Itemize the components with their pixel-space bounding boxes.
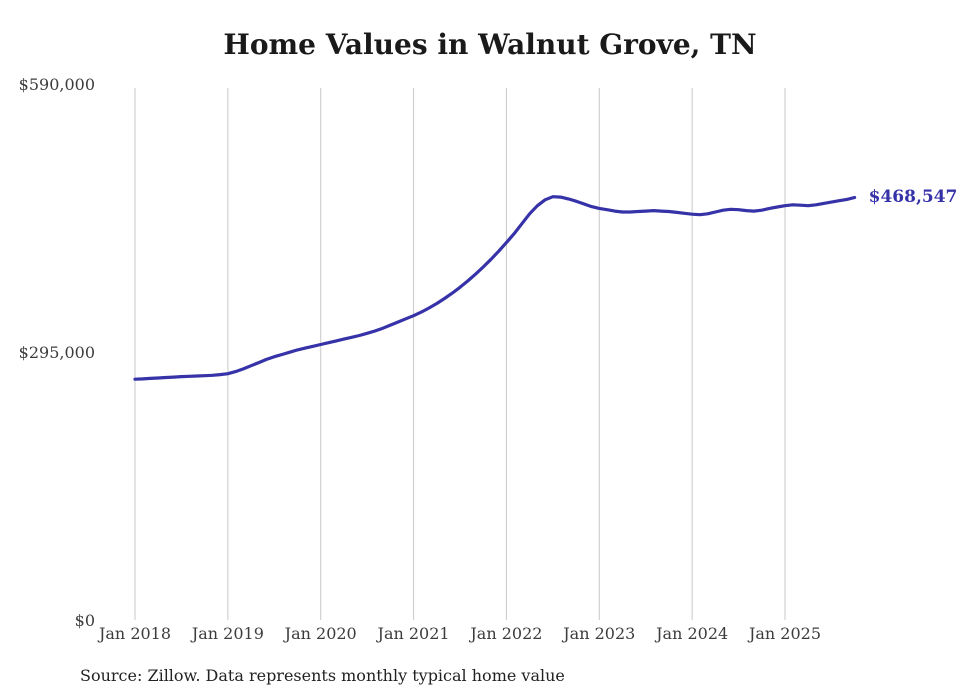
x-axis-tick-label: Jan 2019 [191, 624, 264, 643]
chart-title: Home Values in Walnut Grove, TN [223, 28, 757, 61]
x-axis-tick-label: Jan 2025 [748, 624, 822, 643]
y-axis-tick-zero: $0 [74, 611, 95, 630]
x-axis-tick-label: Jan 2020 [284, 624, 357, 643]
latest-value-label: $468,547 [868, 186, 958, 207]
source-note: Source: Zillow. Data represents monthly … [80, 666, 565, 685]
value-line [133, 195, 857, 381]
y-axis-tick-max: $590,000 [18, 75, 95, 94]
x-axis-tick-label: Jan 2018 [98, 624, 172, 643]
x-axis-tick-label: Jan 2023 [563, 624, 636, 643]
x-axis-tick-label: Jan 2024 [656, 624, 729, 643]
y-axis-tick-mid: $295,000 [18, 343, 95, 362]
x-axis-tick-label: Jan 2022 [470, 624, 543, 643]
x-axis-tick-label: Jan 2021 [377, 624, 450, 643]
